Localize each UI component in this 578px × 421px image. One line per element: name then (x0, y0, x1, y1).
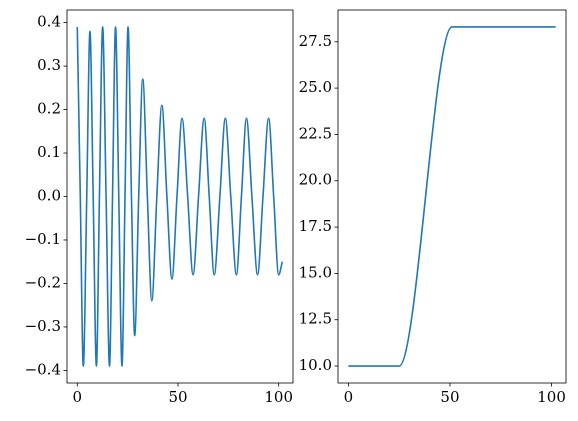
x-tick-label: 50 (168, 388, 187, 406)
y-tick-label: 27.5 (299, 32, 332, 50)
line (348, 26, 556, 367)
x-tick-label: 100 (537, 388, 566, 406)
axes-frame (337, 9, 567, 384)
line (76, 26, 284, 367)
y-tick-label: −0.2 (25, 273, 61, 291)
x-tick-label: 0 (72, 388, 82, 406)
y-tick-label: 12.5 (299, 310, 332, 328)
y-tick-label: 15.0 (299, 263, 332, 281)
y-tick-label: −0.1 (25, 230, 61, 248)
y-tick-label: 17.5 (299, 217, 332, 235)
x-tick-label: 50 (440, 388, 459, 406)
x-tick-label: 100 (264, 388, 293, 406)
y-tick-label: 22.5 (299, 124, 332, 142)
y-tick-label: 0.4 (37, 13, 61, 31)
y-tick-label: 25.0 (299, 78, 332, 96)
x-tick-label: 0 (344, 388, 354, 406)
axes-frame (66, 9, 294, 384)
y-tick-label: 0.3 (37, 56, 61, 74)
y-tick-label: 20.0 (299, 171, 332, 189)
y-tick-label: −0.3 (25, 317, 61, 335)
y-tick-label: 0.1 (37, 143, 61, 161)
y-tick-label: 0.0 (37, 187, 61, 205)
y-tick-label: 10.0 (299, 356, 332, 374)
y-tick-label: −0.4 (25, 360, 61, 378)
y-tick-label: 0.2 (37, 100, 61, 118)
